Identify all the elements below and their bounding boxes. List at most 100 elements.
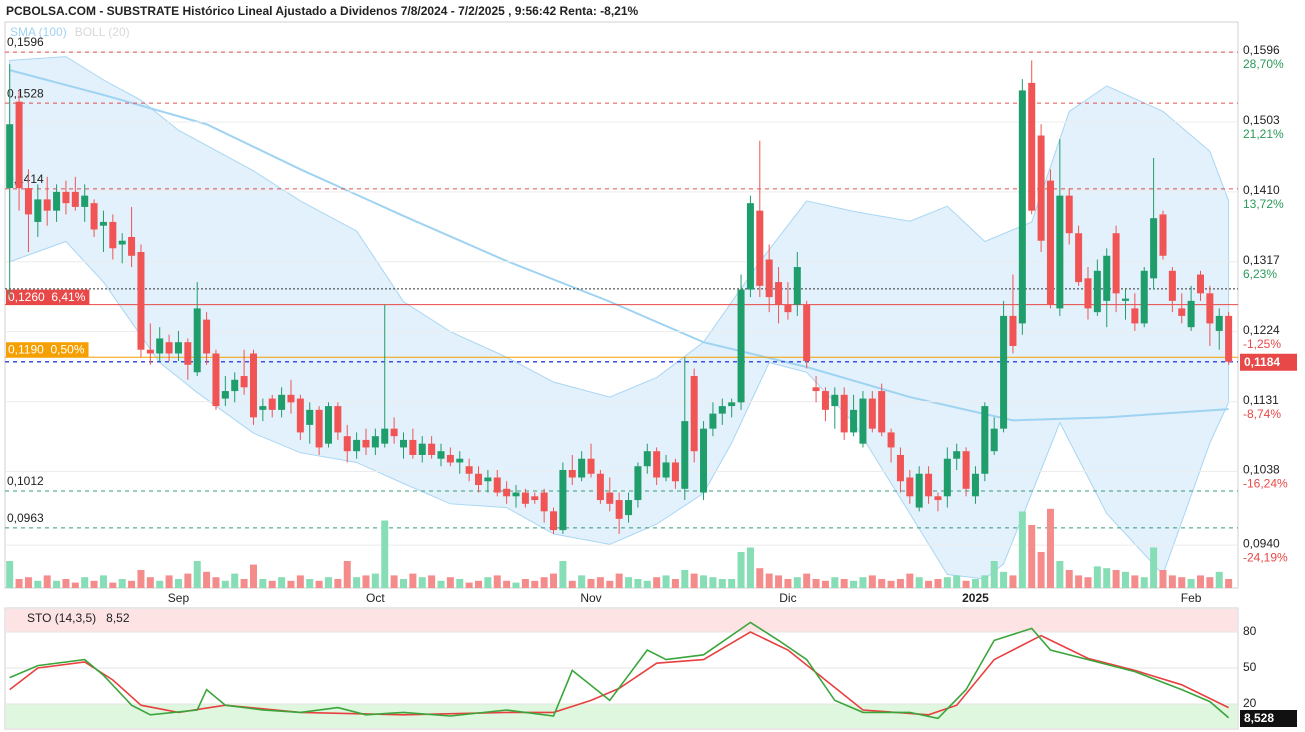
y-tick-pct: 6,23% [1243, 267, 1277, 281]
volume-bar [428, 575, 436, 588]
volume-bar [643, 580, 651, 588]
volume-bar [775, 575, 783, 588]
volume-bar [146, 577, 154, 588]
volume-bar [6, 561, 14, 588]
level-label: 0,1190 0,50% [8, 342, 85, 356]
candle-body [531, 496, 539, 501]
level-label: 0,1012 [7, 474, 44, 488]
y-tick-label: 0,1596 [1243, 43, 1280, 57]
candle-body [390, 428, 398, 437]
volume-bar [550, 573, 558, 588]
candle-body [287, 394, 295, 403]
volume-bar [62, 579, 70, 588]
candle-body [212, 353, 220, 407]
volume-bar [306, 579, 314, 588]
volume-bar [512, 582, 520, 588]
candle-body [550, 511, 558, 531]
y-tick-pct: 28,70% [1243, 57, 1284, 71]
x-tick-label: Oct [366, 591, 385, 605]
candle-body [446, 454, 454, 463]
candle-body [1056, 195, 1064, 309]
volume-bar [278, 577, 286, 588]
candle-body [1037, 135, 1045, 241]
sto-k-line [9, 621, 1230, 720]
volume-bar [1168, 575, 1176, 588]
candle-body [784, 304, 792, 313]
volume-bar [1150, 547, 1158, 588]
volume-bar [728, 579, 736, 588]
candle-body [90, 203, 98, 230]
x-tick-label: Feb [1181, 591, 1202, 605]
legend-entry: SMA (100) [10, 25, 67, 39]
candle-body [1046, 180, 1054, 305]
candle-body [746, 203, 754, 290]
legend-entry: BOLL (20) [75, 25, 130, 39]
volume-bar [1131, 575, 1139, 588]
volume-bar [493, 575, 501, 588]
candle-body [1093, 270, 1101, 313]
candle-body [990, 428, 998, 452]
volume-bar [15, 579, 23, 588]
volume-bar [296, 575, 304, 588]
volume-bar [868, 575, 876, 588]
candle-body [15, 101, 23, 189]
volume-bar [1225, 579, 1233, 588]
volume-bar [1103, 568, 1111, 588]
volume-bar [587, 579, 595, 588]
candle-body [437, 451, 445, 459]
candle-body [1075, 233, 1083, 283]
candle-body [156, 338, 164, 354]
volume-bar [399, 579, 407, 588]
volume-bar [1206, 577, 1214, 588]
volume-bar [559, 561, 567, 588]
volume-bar [71, 582, 79, 588]
volume-bar [596, 577, 604, 588]
candle-body [906, 477, 914, 497]
candle-body [456, 458, 464, 463]
sto-last: 8,52 [106, 611, 130, 625]
candle-body [596, 473, 604, 501]
volume-bar [653, 577, 661, 588]
candle-body [484, 477, 492, 482]
sto-title: STO (14,3,5) [27, 611, 96, 625]
x-tick-label: Nov [580, 591, 601, 605]
candle-body [231, 379, 239, 392]
volume-bar [540, 577, 548, 588]
volume-bar [259, 579, 267, 588]
candle-body [409, 439, 417, 455]
candle-body [1009, 315, 1017, 346]
volume-bar [821, 580, 829, 588]
last-price-label: 0,1184 [1244, 355, 1280, 369]
volume-bar [906, 573, 914, 588]
sto-d-line [9, 631, 1229, 716]
volume-bar [390, 575, 398, 588]
candle-body [775, 282, 783, 305]
volume-bar [418, 577, 426, 588]
y-tick-label: 0,1317 [1243, 253, 1280, 267]
volume-bar [240, 579, 248, 588]
volume-bar [1000, 571, 1008, 588]
volume-bar [915, 577, 923, 588]
candle-body [728, 402, 736, 407]
candle-body [259, 406, 267, 410]
volume-bar [165, 575, 173, 588]
candle-body [1159, 214, 1167, 256]
candle-body [1178, 308, 1186, 316]
volume-bar [793, 577, 801, 588]
candle-body [756, 210, 764, 286]
candle-body [465, 466, 473, 474]
volume-bar [1093, 566, 1101, 588]
volume-bar [34, 580, 42, 588]
candle-body [174, 342, 182, 354]
sto-tick-label: 50 [1243, 660, 1257, 674]
volume-bar [221, 580, 229, 588]
candle-body [765, 259, 773, 298]
volume-bar [24, 577, 32, 588]
candle-body [718, 406, 726, 414]
candle-body [268, 398, 276, 410]
volume-bar [268, 580, 276, 588]
sto-tick-label: 80 [1243, 624, 1257, 638]
candle-body [1112, 233, 1120, 294]
candle-body [221, 391, 229, 399]
